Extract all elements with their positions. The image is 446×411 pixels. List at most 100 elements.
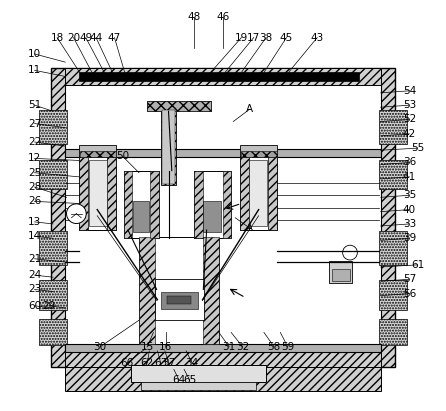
Bar	[107, 156, 116, 230]
Text: 66: 66	[120, 358, 133, 368]
Text: 59: 59	[281, 342, 294, 352]
Circle shape	[66, 204, 86, 224]
Bar	[80, 151, 116, 157]
Bar	[240, 156, 277, 230]
Bar	[268, 156, 277, 230]
Bar	[39, 159, 66, 189]
Bar	[124, 171, 159, 238]
Text: 64: 64	[172, 374, 186, 385]
Bar	[65, 351, 381, 367]
Circle shape	[343, 245, 357, 260]
Text: 51: 51	[28, 100, 41, 110]
Text: 10: 10	[28, 49, 41, 59]
Bar	[194, 171, 231, 238]
Text: 19: 19	[235, 32, 248, 43]
Text: 18: 18	[50, 32, 64, 43]
Text: 46: 46	[216, 12, 230, 22]
Text: 11: 11	[28, 65, 41, 75]
Bar	[147, 101, 211, 111]
Text: 63: 63	[154, 358, 167, 368]
Text: 47: 47	[108, 32, 121, 43]
Bar	[39, 319, 66, 345]
Text: 50: 50	[116, 151, 129, 162]
Bar	[65, 83, 381, 351]
Text: 40: 40	[403, 205, 416, 215]
Text: 22: 22	[28, 137, 41, 147]
Text: 62: 62	[140, 358, 154, 368]
Text: 49: 49	[79, 32, 92, 43]
Text: 27: 27	[28, 119, 41, 129]
Text: 42: 42	[403, 129, 416, 139]
Text: 39: 39	[403, 233, 416, 243]
Text: 12: 12	[28, 153, 41, 164]
Bar	[223, 171, 231, 238]
Bar	[161, 109, 176, 185]
Text: 31: 31	[223, 342, 236, 352]
Bar	[331, 269, 350, 281]
Bar	[79, 145, 116, 157]
Text: 25: 25	[28, 168, 41, 178]
Text: 14: 14	[28, 231, 41, 241]
Text: 44: 44	[89, 32, 103, 43]
Text: 43: 43	[310, 32, 324, 43]
Text: 38: 38	[260, 32, 273, 43]
Text: 13: 13	[28, 217, 41, 227]
Text: A: A	[246, 104, 253, 114]
Bar	[380, 231, 407, 265]
Text: 24: 24	[28, 270, 41, 280]
Bar	[141, 382, 256, 390]
Text: 45: 45	[280, 32, 293, 43]
Text: 20: 20	[67, 32, 80, 43]
Bar	[203, 237, 219, 344]
Bar	[147, 101, 211, 111]
Text: 17: 17	[247, 32, 260, 43]
Text: 52: 52	[403, 115, 416, 125]
Bar	[380, 280, 407, 310]
Bar	[380, 159, 407, 189]
Text: 37: 37	[162, 358, 176, 368]
Bar	[65, 344, 381, 352]
Bar	[241, 151, 277, 157]
Text: 48: 48	[188, 12, 201, 22]
Bar	[133, 201, 149, 232]
Text: 15: 15	[140, 342, 154, 352]
Bar	[124, 171, 132, 238]
Bar	[139, 237, 155, 344]
Bar	[65, 149, 381, 157]
Text: 16: 16	[159, 342, 172, 352]
Bar	[131, 365, 266, 383]
Bar	[240, 156, 249, 230]
Text: A: A	[246, 223, 253, 233]
Text: 58: 58	[268, 342, 281, 352]
Bar	[330, 261, 352, 283]
Text: 34: 34	[186, 358, 199, 368]
Text: 35: 35	[403, 190, 416, 200]
Bar	[249, 160, 267, 226]
Text: 57: 57	[403, 274, 416, 284]
Bar	[155, 279, 204, 320]
Text: 65: 65	[183, 374, 196, 385]
Text: 54: 54	[403, 86, 416, 96]
Bar	[89, 160, 107, 226]
Text: 56: 56	[403, 289, 416, 298]
Bar	[161, 292, 198, 309]
Text: 53: 53	[403, 100, 416, 110]
Bar	[150, 171, 159, 238]
Bar	[161, 110, 175, 184]
Bar	[79, 156, 116, 230]
Bar	[240, 145, 277, 157]
Bar	[167, 296, 191, 304]
Text: 32: 32	[236, 342, 249, 352]
Bar	[39, 231, 66, 265]
Text: 36: 36	[403, 157, 416, 168]
Text: 21: 21	[28, 254, 41, 264]
Bar	[65, 367, 381, 390]
Bar	[39, 280, 66, 310]
Bar	[39, 111, 66, 144]
Text: 61: 61	[411, 260, 424, 270]
Bar	[139, 237, 219, 344]
Bar	[194, 171, 202, 238]
Bar	[203, 201, 221, 232]
Text: 33: 33	[403, 219, 416, 229]
Bar	[79, 156, 88, 230]
